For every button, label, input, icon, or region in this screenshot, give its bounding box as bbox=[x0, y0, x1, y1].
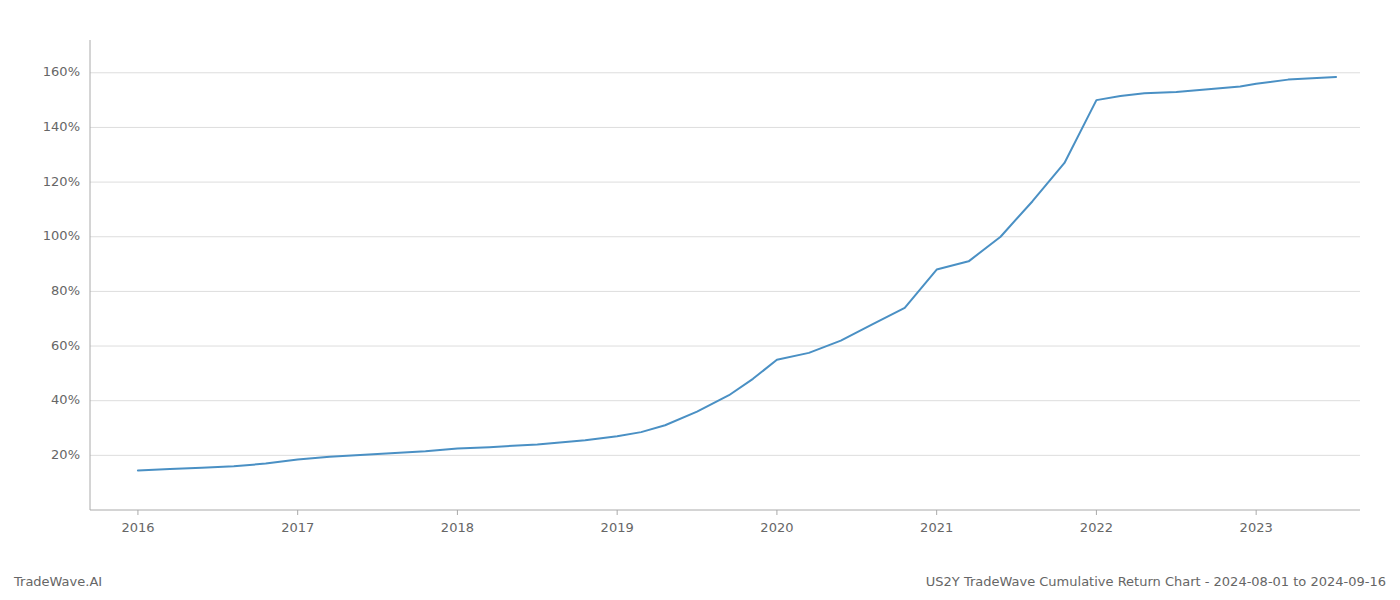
y-tick-label: 120% bbox=[43, 174, 80, 189]
footer-right: US2Y TradeWave Cumulative Return Chart -… bbox=[926, 574, 1386, 589]
grid-line bbox=[90, 72, 1360, 73]
grid-line bbox=[90, 182, 1360, 183]
x-tick-label: 2019 bbox=[601, 520, 634, 535]
grid-line bbox=[90, 400, 1360, 401]
x-tick bbox=[457, 510, 458, 515]
grid-line bbox=[90, 346, 1360, 347]
x-tick-label: 2023 bbox=[1240, 520, 1273, 535]
x-tick bbox=[776, 510, 777, 515]
grid-line bbox=[90, 127, 1360, 128]
series bbox=[138, 77, 1336, 470]
x-tick-label: 2022 bbox=[1080, 520, 1113, 535]
chart: 20% 40% 60% 80% 100% 120% 140% 160% 2016 2017 2018… bbox=[0, 0, 1400, 600]
x-tick-label: 2021 bbox=[920, 520, 953, 535]
x-tick-label: 2017 bbox=[281, 520, 314, 535]
y-tick-label: 100% bbox=[43, 228, 80, 243]
grid-line bbox=[90, 455, 1360, 456]
y-axis: 20% 40% 60% 80% 100% 120% 140% 160% bbox=[43, 40, 90, 510]
x-tick bbox=[1256, 510, 1257, 515]
y-tick-label: 40% bbox=[51, 392, 80, 407]
x-tick bbox=[137, 510, 138, 515]
x-tick bbox=[617, 510, 618, 515]
y-tick-label: 20% bbox=[51, 447, 80, 462]
x-tick bbox=[1096, 510, 1097, 515]
line bbox=[138, 77, 1336, 470]
x-axis-line bbox=[90, 510, 1360, 511]
background bbox=[0, 0, 1400, 600]
y-axis-line bbox=[90, 40, 91, 510]
y-tick-label: 80% bbox=[51, 283, 80, 298]
x-tick-label: 2020 bbox=[760, 520, 793, 535]
grid-line bbox=[90, 236, 1360, 237]
footer-left: TradeWave.AI bbox=[13, 574, 102, 589]
y-tick-label: 140% bbox=[43, 119, 80, 134]
footer: TradeWave.AI US2Y TradeWave Cumulative Re… bbox=[13, 574, 1386, 589]
x-tick bbox=[297, 510, 298, 515]
x-axis: 2016 2017 2018 2019 2020 2021 2022 2023 bbox=[90, 510, 1360, 535]
y-tick-label: 160% bbox=[43, 64, 80, 79]
x-tick bbox=[936, 510, 937, 515]
x-tick-label: 2018 bbox=[441, 520, 474, 535]
x-tick-label: 2016 bbox=[121, 520, 154, 535]
y-tick-label: 60% bbox=[51, 338, 80, 353]
grid-line bbox=[90, 291, 1360, 292]
